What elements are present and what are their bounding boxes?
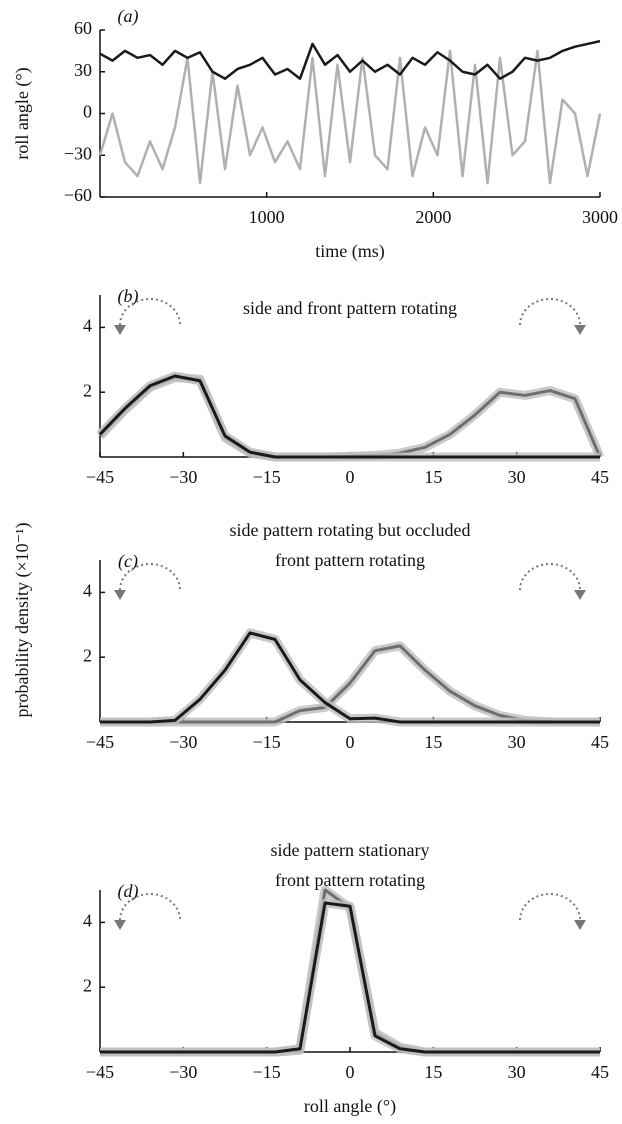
y-tick-label: 60 [74, 18, 92, 38]
x-tick-label: 45 [591, 467, 609, 487]
x-tick-label: 15 [424, 1062, 442, 1082]
x-tick-label: 0 [346, 467, 355, 487]
arrow-head [114, 590, 126, 600]
panel-title: front pattern rotating [275, 870, 425, 890]
x-tick-label: −15 [253, 467, 281, 487]
y-tick-label: 30 [74, 60, 92, 80]
y-tick-label: 2 [83, 380, 92, 400]
series-line [100, 644, 600, 724]
panel-title: side pattern stationary [271, 840, 430, 860]
x-axis-label: roll angle (°) [304, 1096, 396, 1117]
arrow-head [574, 920, 586, 930]
y-tick-label: 2 [83, 645, 92, 665]
x-tick-label: −15 [253, 1062, 281, 1082]
rotation-arrow [519, 893, 581, 921]
x-tick-label: 45 [591, 732, 609, 752]
series-line [100, 901, 600, 1054]
shared-y-label: probability density (×10⁻¹) [12, 522, 33, 717]
panel-title: side pattern rotating but occluded [230, 520, 471, 540]
arrow-head [114, 920, 126, 930]
x-tick-label: −30 [169, 467, 197, 487]
arrow-head [114, 325, 126, 335]
y-tick-label: 4 [83, 316, 92, 336]
error-band [100, 898, 600, 1057]
panel-label: (a) [118, 6, 139, 27]
x-tick-label: −15 [253, 732, 281, 752]
x-axis-label: time (ms) [315, 241, 385, 262]
x-tick-label: 45 [591, 1062, 609, 1082]
series-line [100, 631, 600, 724]
rotation-arrow [119, 893, 181, 921]
x-tick-label: 0 [346, 732, 355, 752]
y-tick-label: 4 [83, 581, 92, 601]
series-line [98, 49, 602, 185]
series-line [98, 376, 602, 459]
x-tick-label: 0 [346, 1062, 355, 1082]
y-tick-label: 0 [83, 102, 92, 122]
panel-title: front pattern rotating [275, 550, 425, 570]
arrow-head [574, 590, 586, 600]
error-band [96, 373, 605, 462]
panel-label: (d) [118, 881, 139, 902]
x-tick-label: −45 [86, 1062, 114, 1082]
rotation-arrow [119, 298, 181, 326]
panel-label: (c) [118, 551, 138, 572]
y-tick-label: −30 [64, 143, 92, 163]
x-tick-label: 2000 [415, 207, 451, 227]
error-band [96, 371, 600, 462]
y-tick-label: 2 [83, 975, 92, 995]
y-tick-label: 4 [83, 911, 92, 931]
x-tick-label: −45 [86, 467, 114, 487]
x-tick-label: −30 [169, 732, 197, 752]
series-line [98, 374, 600, 459]
x-tick-label: −30 [169, 1062, 197, 1082]
series-line [99, 39, 601, 80]
rotation-arrow [119, 563, 181, 591]
x-tick-label: −45 [86, 732, 114, 752]
x-tick-label: 15 [424, 732, 442, 752]
x-tick-label: 30 [508, 1062, 526, 1082]
panel-label: (b) [118, 286, 139, 307]
x-tick-label: 3000 [582, 207, 618, 227]
rotation-arrow [519, 298, 581, 326]
y-axis-label: roll angle (°) [12, 67, 33, 159]
x-tick-label: 30 [508, 467, 526, 487]
panel-title: side and front pattern rotating [243, 298, 457, 318]
rotation-arrow [519, 563, 581, 591]
x-tick-label: 15 [424, 467, 442, 487]
x-tick-label: 1000 [249, 207, 285, 227]
arrow-head [574, 325, 586, 335]
y-tick-label: −60 [64, 185, 92, 205]
x-tick-label: 30 [508, 732, 526, 752]
